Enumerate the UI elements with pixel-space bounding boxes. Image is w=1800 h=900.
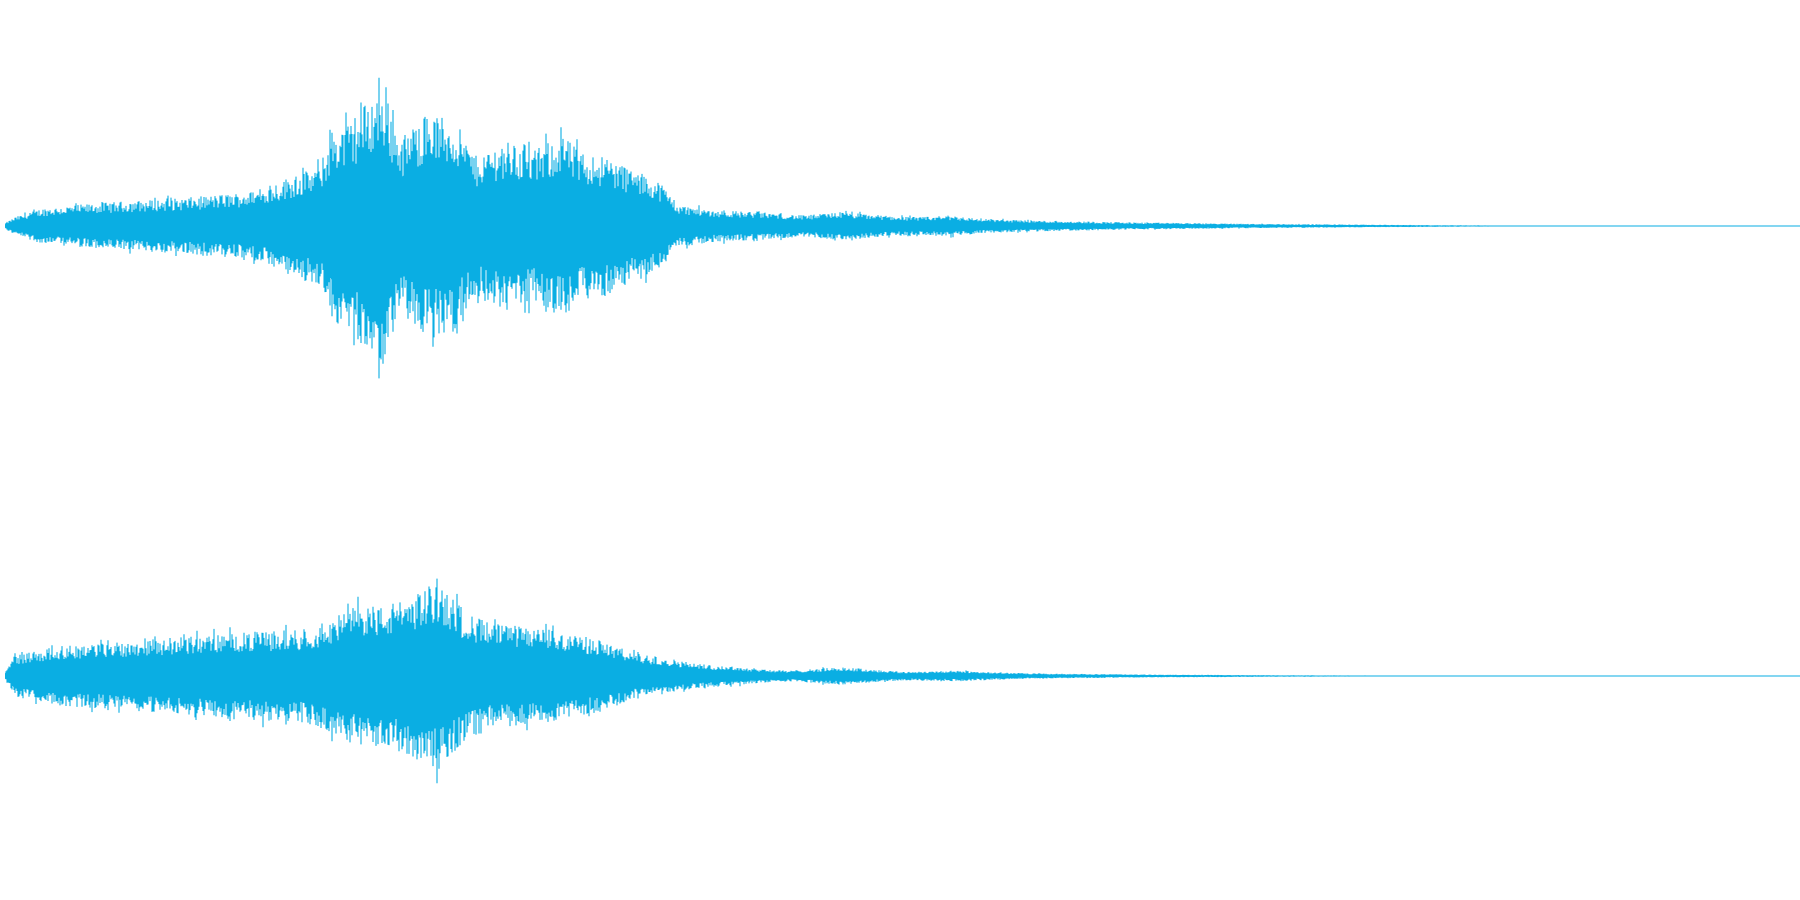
waveform-core [5,149,1533,303]
waveform-channel-1 [5,77,1800,379]
waveform-channel-2 [5,578,1800,784]
waveform-core [5,623,1471,729]
